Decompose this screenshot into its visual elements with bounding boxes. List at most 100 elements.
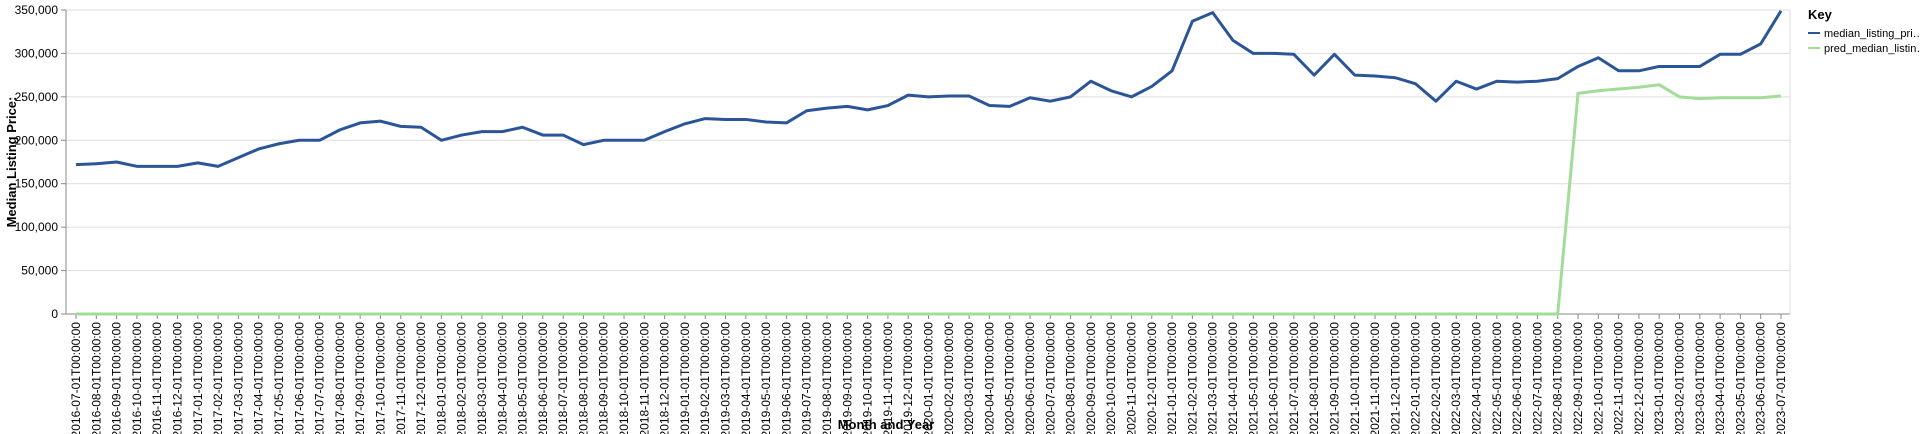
- x-axis-title: Month and Year: [838, 417, 935, 432]
- x-tick-label: 2023-07-01T00:00:00: [1774, 322, 1788, 434]
- x-tick-label: 2020-04-01T00:00:00: [982, 322, 996, 434]
- x-tick-label: 2021-07-01T00:00:00: [1287, 322, 1301, 434]
- x-tick-label: 2019-05-01T00:00:00: [759, 322, 773, 434]
- x-tick-label: 2021-10-01T00:00:00: [1348, 322, 1362, 434]
- x-tick-label: 2019-11-01T00:00:00: [881, 322, 895, 434]
- x-tick-label: 2017-11-01T00:00:00: [394, 322, 408, 434]
- x-tick-label: 2017-02-01T00:00:00: [211, 322, 225, 434]
- y-tick-label: 100,000: [15, 220, 59, 234]
- x-tick-label: 2021-02-01T00:00:00: [1185, 322, 1199, 434]
- x-tick-label: 2021-06-01T00:00:00: [1267, 322, 1281, 434]
- x-tick-label: 2017-09-01T00:00:00: [353, 322, 367, 434]
- y-tick-label: 250,000: [15, 90, 59, 104]
- x-tick-label: 2020-12-01T00:00:00: [1145, 322, 1159, 434]
- x-tick-label: 2018-01-01T00:00:00: [434, 322, 448, 434]
- x-tick-label: 2023-01-01T00:00:00: [1652, 322, 1666, 434]
- x-tick-label: 2022-07-01T00:00:00: [1530, 322, 1544, 434]
- x-tick-label: 2020-06-01T00:00:00: [1023, 322, 1037, 434]
- x-tick-label: 2021-09-01T00:00:00: [1327, 322, 1341, 434]
- x-tick-label: 2017-01-01T00:00:00: [191, 322, 205, 434]
- x-tick-label: 2016-10-01T00:00:00: [130, 322, 144, 434]
- x-tick-label: 2022-11-01T00:00:00: [1612, 322, 1626, 434]
- x-tick-label: 2019-08-01T00:00:00: [820, 322, 834, 434]
- x-tick-label: 2021-03-01T00:00:00: [1206, 322, 1220, 434]
- x-tick-label: 2021-11-01T00:00:00: [1368, 322, 1382, 434]
- x-tick-label: 2017-05-01T00:00:00: [272, 322, 286, 434]
- x-tick-label: 2023-02-01T00:00:00: [1673, 322, 1687, 434]
- x-tick-label: 2018-10-01T00:00:00: [617, 322, 631, 434]
- x-tick-label: 2023-03-01T00:00:00: [1693, 322, 1707, 434]
- x-tick-label: 2018-04-01T00:00:00: [495, 322, 509, 434]
- x-tick-label: 2018-02-01T00:00:00: [455, 322, 469, 434]
- x-tick-label: 2022-03-01T00:00:00: [1449, 322, 1463, 434]
- legend-label: pred_median_listin…: [1824, 43, 1920, 55]
- x-tick-label: 2016-12-01T00:00:00: [170, 322, 184, 434]
- x-tick-label: 2020-10-01T00:00:00: [1104, 322, 1118, 434]
- x-tick-label: 2021-05-01T00:00:00: [1246, 322, 1260, 434]
- y-tick-label: 200,000: [15, 133, 59, 147]
- x-tick-label: 2017-10-01T00:00:00: [373, 322, 387, 434]
- x-tick-label: 2019-09-01T00:00:00: [840, 322, 854, 434]
- x-tick-label: 2021-01-01T00:00:00: [1165, 322, 1179, 434]
- x-tick-label: 2019-01-01T00:00:00: [678, 322, 692, 434]
- x-tick-label: 2020-03-01T00:00:00: [962, 322, 976, 434]
- series-line: [75, 10, 1783, 168]
- x-tick-label: 2022-12-01T00:00:00: [1632, 322, 1646, 434]
- x-tick-label: 2016-07-01T00:00:00: [69, 322, 83, 434]
- x-tick-label: 2019-03-01T00:00:00: [719, 322, 733, 434]
- x-tick-label: 2019-07-01T00:00:00: [800, 322, 814, 434]
- x-tick-label: 2020-09-01T00:00:00: [1084, 322, 1098, 434]
- x-tick-label: 2017-12-01T00:00:00: [414, 322, 428, 434]
- x-tick-label: 2022-02-01T00:00:00: [1429, 322, 1443, 434]
- x-tick-label: 2018-11-01T00:00:00: [637, 322, 651, 434]
- x-tick-label: 2022-05-01T00:00:00: [1490, 322, 1504, 434]
- x-tick-label: 2020-05-01T00:00:00: [1003, 322, 1017, 434]
- x-tick-label: 2023-06-01T00:00:00: [1754, 322, 1768, 434]
- x-tick-label: 2022-04-01T00:00:00: [1470, 322, 1484, 434]
- y-tick-label: 50,000: [21, 264, 58, 278]
- x-tick-label: 2019-02-01T00:00:00: [698, 322, 712, 434]
- x-tick-label: 2017-06-01T00:00:00: [292, 322, 306, 434]
- x-tick-label: 2018-06-01T00:00:00: [536, 322, 550, 434]
- x-tick-label: 2016-09-01T00:00:00: [110, 322, 124, 434]
- x-tick-label: 2016-08-01T00:00:00: [89, 322, 103, 434]
- x-tick-label: 2017-04-01T00:00:00: [252, 322, 266, 434]
- series-line: [76, 83, 1782, 316]
- x-tick-label: 2018-05-01T00:00:00: [516, 322, 530, 434]
- x-tick-label: 2018-07-01T00:00:00: [556, 322, 570, 434]
- x-tick-label: 2018-12-01T00:00:00: [658, 322, 672, 434]
- x-tick-label: 2017-03-01T00:00:00: [231, 322, 245, 434]
- y-tick-label: 300,000: [15, 46, 59, 60]
- x-tick-label: 2020-02-01T00:00:00: [942, 322, 956, 434]
- y-tick-label: 350,000: [15, 3, 59, 17]
- legend-label: median_listing_pri…: [1824, 28, 1920, 40]
- x-tick-label: 2021-12-01T00:00:00: [1388, 322, 1402, 434]
- x-tick-label: 2022-10-01T00:00:00: [1591, 322, 1605, 434]
- x-tick-label: 2017-07-01T00:00:00: [313, 322, 327, 434]
- x-tick-label: 2018-03-01T00:00:00: [475, 322, 489, 434]
- x-tick-label: 2017-08-01T00:00:00: [333, 322, 347, 434]
- x-tick-label: 2016-11-01T00:00:00: [150, 322, 164, 434]
- x-tick-label: 2018-09-01T00:00:00: [597, 322, 611, 434]
- x-tick-label: 2019-10-01T00:00:00: [861, 322, 875, 434]
- x-tick-label: 2021-04-01T00:00:00: [1226, 322, 1240, 434]
- x-tick-label: 2022-09-01T00:00:00: [1571, 322, 1585, 434]
- x-tick-label: 2020-11-01T00:00:00: [1124, 322, 1138, 434]
- x-tick-label: 2023-05-01T00:00:00: [1733, 322, 1747, 434]
- legend-title: Key: [1808, 7, 1833, 22]
- x-tick-label: 2022-06-01T00:00:00: [1510, 322, 1524, 434]
- x-tick-label: 2019-12-01T00:00:00: [901, 322, 915, 434]
- x-tick-label: 2019-04-01T00:00:00: [739, 322, 753, 434]
- x-tick-label: 2022-08-01T00:00:00: [1551, 322, 1565, 434]
- x-tick-label: 2019-06-01T00:00:00: [779, 322, 793, 434]
- x-tick-label: 2023-04-01T00:00:00: [1713, 322, 1727, 434]
- x-tick-label: 2020-01-01T00:00:00: [922, 322, 936, 434]
- x-tick-label: 2018-08-01T00:00:00: [576, 322, 590, 434]
- y-axis-title: Median Listing Price:: [4, 97, 19, 228]
- x-tick-label: 2021-08-01T00:00:00: [1307, 322, 1321, 434]
- x-tick-label: 2022-01-01T00:00:00: [1409, 322, 1423, 434]
- y-tick-label: 0: [51, 307, 58, 321]
- x-tick-label: 2020-07-01T00:00:00: [1043, 322, 1057, 434]
- x-tick-label: 2020-08-01T00:00:00: [1064, 322, 1078, 434]
